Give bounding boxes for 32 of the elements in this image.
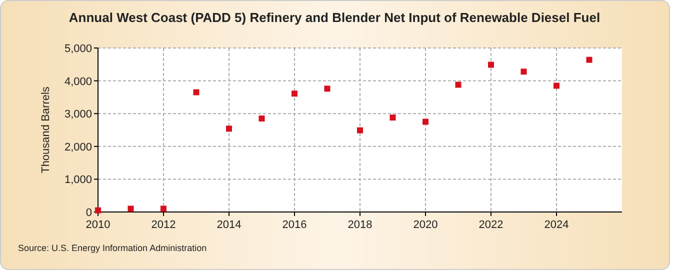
x-tick-label: 2022 [478, 219, 504, 231]
y-tick-label: 4,000 [64, 76, 92, 88]
x-tick-label: 2014 [216, 219, 242, 231]
y-tick-label: 1,000 [64, 174, 92, 186]
x-tick-label: 2020 [413, 219, 438, 231]
point [128, 206, 134, 212]
point [586, 56, 592, 63]
x-tick-label: 2012 [151, 219, 176, 231]
source-note: Source: U.S. Energy Information Administration [18, 243, 207, 253]
point [324, 86, 330, 92]
point [160, 206, 166, 212]
point [357, 127, 363, 134]
point [226, 126, 232, 132]
x-tick-label: 2016 [282, 219, 307, 231]
y-axis-title: Thousand Barrels [40, 86, 52, 174]
y-tick-label: 2,000 [64, 141, 92, 154]
point [390, 114, 396, 121]
point [488, 62, 494, 68]
y-tick-label: 5,000 [64, 43, 92, 55]
x-tick-label: 2018 [348, 219, 372, 231]
point [520, 68, 527, 75]
chart-title: Annual West Coast (PADD 5) Refinery and Blender Net Input of Renewable Diesel Fuel [68, 10, 600, 25]
point [422, 118, 428, 125]
point [193, 89, 200, 96]
point [455, 82, 462, 88]
y-tick-label: 3,000 [64, 108, 92, 121]
point [292, 90, 298, 97]
point [258, 116, 265, 122]
x-tick-label: 2010 [86, 219, 110, 231]
point [554, 82, 560, 89]
y-tick-label: 0 [86, 207, 92, 219]
x-tick-label: 2024 [544, 219, 569, 231]
